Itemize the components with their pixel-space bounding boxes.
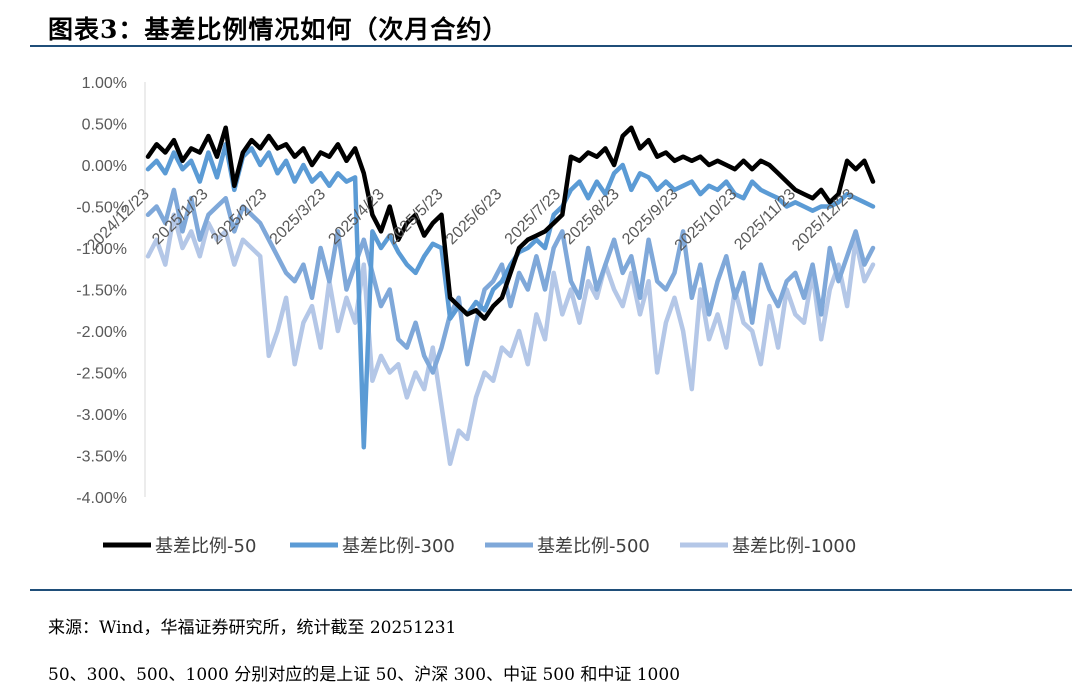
- series-line-3: [145, 212, 876, 467]
- plot-layer: [145, 125, 876, 467]
- series-line-1: [145, 142, 876, 450]
- y-tick-label: 0.50%: [82, 117, 127, 134]
- x-tick-label: 2025/2/23: [208, 186, 270, 248]
- legend: 基差比例-50 基差比例-300 基差比例-500 基差比例-1000: [103, 536, 856, 557]
- chart-title: 图表3：基差比例情况如何（次月合约）: [48, 15, 509, 44]
- y-tick-label: -0.50%: [76, 200, 127, 217]
- basis-ratio-chart: 1.00% 0.50% 0.00% -0.50% -1.00% -1.50% -2.00% -…: [76, 75, 876, 557]
- series-line-0: [145, 125, 876, 321]
- legend-label-3: 基差比例-1000: [732, 536, 856, 557]
- legend-label-2: 基差比例-500: [537, 536, 650, 557]
- description-note: 50、300、500、1000 分别对应的是上证 50、沪深 300、中证 50…: [48, 665, 681, 685]
- x-tick-label: 2025/6/23: [443, 186, 505, 248]
- y-tick-label: 1.00%: [82, 75, 127, 92]
- legend-label-1: 基差比例-300: [342, 536, 455, 557]
- x-tick-label: 2025/10/23: [672, 186, 741, 255]
- source-note: 来源：Wind，华福证券研究所，统计截至 20251231: [48, 618, 457, 638]
- y-tick-label: -3.00%: [76, 407, 127, 424]
- y-tick-label: -4.00%: [76, 490, 127, 507]
- x-tick-label: 2025/3/23: [267, 186, 329, 248]
- y-tick-label: -1.00%: [76, 241, 127, 258]
- legend-label-0: 基差比例-50: [155, 536, 256, 557]
- y-tick-label: -3.50%: [76, 449, 127, 466]
- y-tick-label: 0.00%: [82, 158, 127, 175]
- y-tick-label: -1.50%: [76, 283, 127, 300]
- series-line-2: [145, 187, 876, 375]
- axis-layer: 1.00% 0.50% 0.00% -0.50% -1.00% -1.50% -2.00% -…: [76, 75, 146, 507]
- title-rule: [30, 45, 1072, 47]
- y-tick-label: -2.50%: [76, 366, 127, 383]
- footer-rule: [30, 589, 1072, 591]
- y-tick-label: -2.00%: [76, 324, 127, 341]
